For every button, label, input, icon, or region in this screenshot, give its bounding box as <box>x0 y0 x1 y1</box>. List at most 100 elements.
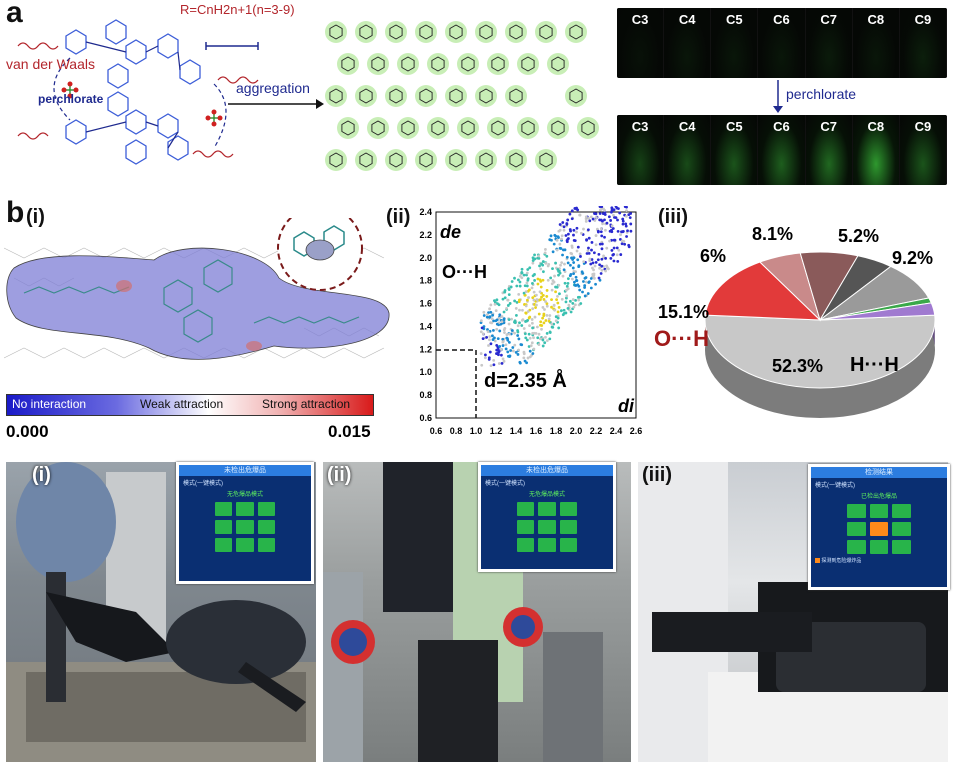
aggregate-ring <box>569 24 583 40</box>
fingerprint-point <box>539 267 543 271</box>
fingerprint-point <box>531 261 535 265</box>
fingerprint-y-tick: 1.6 <box>419 299 432 309</box>
fingerprint-distance: d=2.35 Å <box>484 370 567 392</box>
fingerprint-point <box>488 307 491 311</box>
fingerprint-point <box>594 243 598 247</box>
fingerprint-point <box>490 321 494 325</box>
fingerprint-point <box>509 349 513 352</box>
aggregate-ring <box>539 152 553 168</box>
fingerprint-point <box>627 243 631 247</box>
fingerprint-point <box>495 298 499 302</box>
before-vial-label: C7 <box>820 12 837 27</box>
fingerprint-x-tick: 0.8 <box>450 426 463 436</box>
aggregate-ring <box>521 120 535 136</box>
fingerprint-point <box>562 308 566 312</box>
fingerprint-point <box>485 315 489 319</box>
fingerprint-y-tick: 0.6 <box>419 413 432 423</box>
fingerprint-point <box>480 363 484 367</box>
fingerprint-point <box>604 269 608 273</box>
fingerprint-point <box>549 276 553 280</box>
before-vial-c6: C6 <box>758 8 806 78</box>
fingerprint-point <box>527 332 531 336</box>
fingerprint-point <box>532 290 536 294</box>
fingerprint-point <box>543 251 547 255</box>
after-vial-c7: C7 <box>805 115 853 185</box>
fingerprint-point <box>541 263 545 267</box>
legend-strong-attraction: Strong attraction <box>262 397 351 411</box>
aggregate-ring <box>521 56 535 72</box>
fingerprint-point <box>491 313 495 317</box>
fingerprint-point <box>604 256 607 260</box>
panel-a-letter: a <box>6 0 23 29</box>
fingerprint-point <box>592 251 596 255</box>
fingerprint-point <box>489 310 493 314</box>
fingerprint-point <box>612 208 616 212</box>
fingerprint-point <box>541 278 545 282</box>
fingerprint-point <box>578 288 582 292</box>
fingerprint-point <box>520 318 524 322</box>
fingerprint-point <box>581 290 584 294</box>
fingerprint-point <box>565 284 569 288</box>
aggregate-glow <box>415 21 437 43</box>
fingerprint-point <box>530 341 534 345</box>
fingerprint-point <box>495 322 499 326</box>
fingerprint-point <box>555 238 559 242</box>
fingerprint-point <box>571 258 575 261</box>
fingerprint-point <box>557 273 560 277</box>
fingerprint-point <box>488 350 492 354</box>
screen-2-grid <box>517 502 577 552</box>
fingerprint-x-tick: 2.6 <box>630 426 643 436</box>
after-vial-label: C3 <box>631 119 649 134</box>
fingerprint-point <box>572 261 576 264</box>
fingerprint-point <box>536 277 540 281</box>
fingerprint-point <box>537 256 541 260</box>
fingerprint-point <box>488 335 492 339</box>
fingerprint-point <box>530 318 534 321</box>
fingerprint-point <box>587 236 591 240</box>
fingerprint-point <box>513 343 517 347</box>
aggregate-glow <box>517 117 539 139</box>
fingerprint-point <box>586 228 590 232</box>
aggregate-ring <box>491 120 505 136</box>
aggregate-glow <box>445 21 467 43</box>
fingerprint-y-tick: 1.2 <box>419 344 432 354</box>
fingerprint-point <box>533 257 537 261</box>
fingerprint-point <box>503 327 507 330</box>
fingerprint-point <box>541 306 545 309</box>
fingerprint-point <box>517 292 521 296</box>
fingerprint-plot: 0.6 0.8 1.0 1.2 1.4 1.6 1.8 2.0 2.2 2.4 2.6 2.4 2.2 2… <box>419 206 643 436</box>
fingerprint-point <box>550 288 554 292</box>
fingerprint-x-tick: 2.4 <box>610 426 623 436</box>
after-vial-label: C4 <box>678 119 696 134</box>
fingerprint-point <box>541 316 545 320</box>
fingerprint-point <box>538 337 542 341</box>
fingerprint-point <box>495 318 499 322</box>
fingerprint-point <box>505 306 508 310</box>
screen-1-status: 无危爆品模式 <box>226 492 263 498</box>
fingerprint-point <box>583 286 586 289</box>
fingerprint-point <box>609 256 613 260</box>
detector-cell <box>257 538 275 552</box>
fingerprint-point <box>537 312 541 316</box>
pie-slice <box>704 314 936 389</box>
fingerprint-point <box>550 322 554 326</box>
fingerprint-point <box>550 282 554 286</box>
fingerprint-point <box>552 242 556 246</box>
fingerprint-point <box>564 234 568 237</box>
fingerprint-point <box>524 311 528 315</box>
fingerprint-point <box>547 319 551 323</box>
fingerprint-point <box>590 258 594 261</box>
fingerprint-point <box>575 278 578 282</box>
fingerprint-point <box>540 327 543 331</box>
fingerprint-point <box>479 352 483 355</box>
detector-cell <box>517 502 535 516</box>
fingerprint-point <box>572 272 575 276</box>
fingerprint-point <box>619 233 622 237</box>
fingerprint-point <box>546 278 550 282</box>
aggregate-ring <box>509 24 523 40</box>
fingerprint-point <box>515 313 518 317</box>
fingerprint-x-tick: 1.8 <box>550 426 563 436</box>
detector-cell <box>215 538 233 552</box>
fingerprint-point <box>586 249 590 253</box>
fingerprint-point <box>501 344 505 347</box>
